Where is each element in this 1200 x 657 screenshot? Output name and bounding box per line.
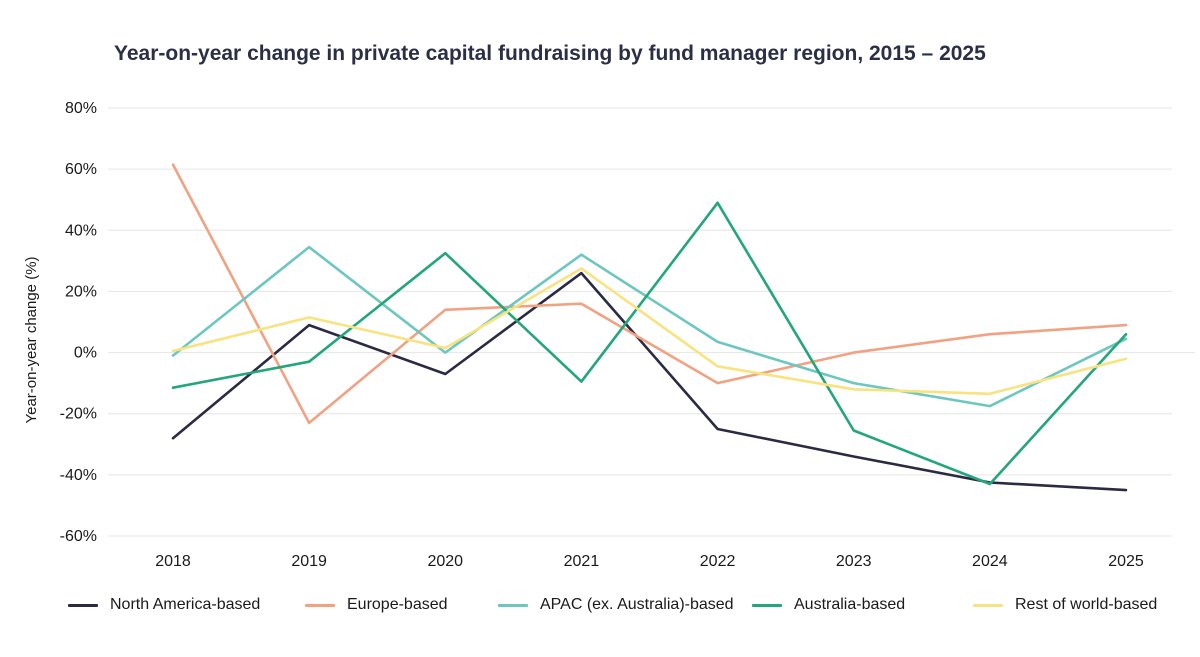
- x-tick-label: 2020: [427, 553, 463, 570]
- x-axis-ticks: 2018 2019 2020 2021 2022 2023 2024 2025: [155, 553, 1144, 570]
- x-tick-label: 2022: [700, 553, 736, 570]
- y-tick-label: 60%: [65, 161, 97, 178]
- series-lines: [171, 163, 1128, 492]
- legend-label: Australia-based: [794, 596, 906, 613]
- y-tick-label: 40%: [65, 222, 97, 239]
- line-chart: 80%60%40%20%0%-20%-40%-60% 2018 2019 2020 2…: [23, 100, 1195, 570]
- chart-title: Year-on-year change in private capital f…: [114, 42, 986, 65]
- legend-item: Rest of world-based: [973, 596, 1157, 614]
- legend-label: Europe-based: [347, 596, 448, 613]
- legend: North America-based Europe-based APAC (ex.…: [68, 596, 1180, 620]
- series-line-1: [171, 163, 1128, 425]
- series-line-0: [171, 271, 1128, 492]
- x-tick-label: 2018: [155, 553, 191, 570]
- series-line-2: [171, 245, 1128, 408]
- x-tick-label: 2025: [1108, 553, 1144, 570]
- x-tick-label: 2021: [564, 553, 600, 570]
- legend-label: North America-based: [110, 596, 261, 613]
- y-tick-label: 0%: [74, 345, 97, 362]
- y-tick-label: 80%: [65, 100, 97, 117]
- legend-item: Australia-based: [752, 596, 905, 614]
- legend-label: APAC (ex. Australia)-based: [540, 596, 734, 613]
- x-tick-label: 2024: [972, 553, 1008, 570]
- legend-item: North America-based: [68, 596, 260, 614]
- series-line-4: [171, 267, 1128, 396]
- legend-item: APAC (ex. Australia)-based: [498, 596, 734, 614]
- y-tick-label: 20%: [65, 283, 97, 300]
- series-line-3: [171, 201, 1128, 486]
- x-tick-label: 2019: [291, 553, 327, 570]
- y-tick-label: -60%: [60, 528, 97, 545]
- legend-label: Rest of world-based: [1015, 596, 1158, 613]
- y-axis-ticks: 80% 60% 40% 20% 0% -20% -40% -60%: [60, 100, 97, 545]
- x-tick-label: 2023: [836, 553, 872, 570]
- legend-swatch: [752, 603, 782, 607]
- gridlines: [108, 107, 1195, 537]
- legend-swatch: [68, 603, 98, 607]
- legend-swatch: [305, 603, 335, 607]
- y-tick-label: -20%: [60, 406, 97, 423]
- legend-swatch: [973, 603, 1003, 607]
- legend-item: Europe-based: [305, 596, 448, 614]
- y-tick-label: -40%: [60, 467, 97, 484]
- y-axis-label: Year-on-year change (%): [23, 256, 40, 423]
- legend-swatch: [498, 603, 528, 607]
